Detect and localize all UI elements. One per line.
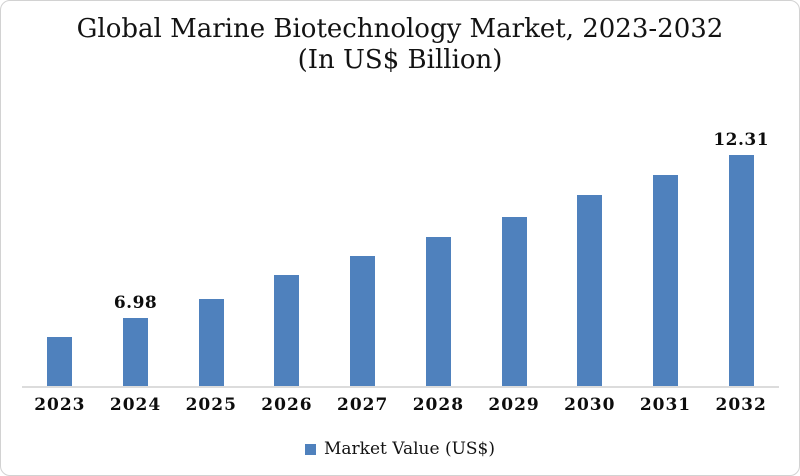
x-tick-2024: 2024 — [109, 395, 162, 415]
chart-title-line1: Global Marine Biotechnology Market, 2023… — [76, 14, 724, 44]
bar-2030 — [577, 195, 603, 386]
bar-column-2029 — [476, 111, 552, 386]
bar-column-2032: 12.31 — [703, 111, 779, 386]
bar-2028 — [425, 237, 451, 386]
bar-column-2031 — [628, 111, 704, 386]
x-tick-2025: 2025 — [185, 395, 237, 415]
bar-2026 — [274, 275, 300, 386]
bar-2023 — [47, 337, 73, 386]
bar-column-2028 — [401, 111, 477, 386]
x-axis-line — [22, 386, 779, 388]
bar-column-2025 — [173, 111, 249, 386]
legend-label: Market Value (US$) — [323, 439, 496, 459]
bar-2027 — [350, 256, 376, 386]
bar-2032 — [728, 155, 754, 386]
data-label-2024: 6.98 — [113, 293, 158, 314]
x-tick-2026: 2026 — [261, 395, 313, 415]
x-tick-2029: 2029 — [488, 395, 540, 415]
legend-swatch-icon — [304, 443, 316, 455]
bar-2029 — [501, 217, 527, 386]
x-axis-labels: 2023 2024 2025 2026 2027 2028 2029 2030 2031 2032 — [22, 395, 779, 415]
bar-2025 — [198, 298, 224, 386]
x-tick-2031: 2031 — [639, 395, 692, 415]
x-tick-2032: 2032 — [715, 395, 767, 415]
bar-column-2026 — [249, 111, 325, 386]
bar-column-2030 — [552, 111, 628, 386]
chart-title-line2: (In US$ Billion) — [297, 45, 503, 75]
bar-2024 — [123, 318, 149, 386]
chart-title: Global Marine Biotechnology Market, 2023… — [1, 14, 799, 76]
bar-2031 — [652, 174, 678, 386]
plot-area: 6.98 12.31 — [22, 111, 779, 386]
x-tick-2028: 2028 — [412, 395, 465, 415]
bar-column-2027 — [325, 111, 401, 386]
x-tick-2030: 2030 — [564, 395, 616, 415]
x-tick-2027: 2027 — [337, 395, 389, 415]
bar-column-2024: 6.98 — [98, 111, 174, 386]
bar-column-2023 — [22, 111, 98, 386]
data-label-2032: 12.31 — [713, 130, 770, 150]
x-tick-2023: 2023 — [34, 395, 86, 415]
legend: Market Value (US$) — [1, 439, 799, 459]
